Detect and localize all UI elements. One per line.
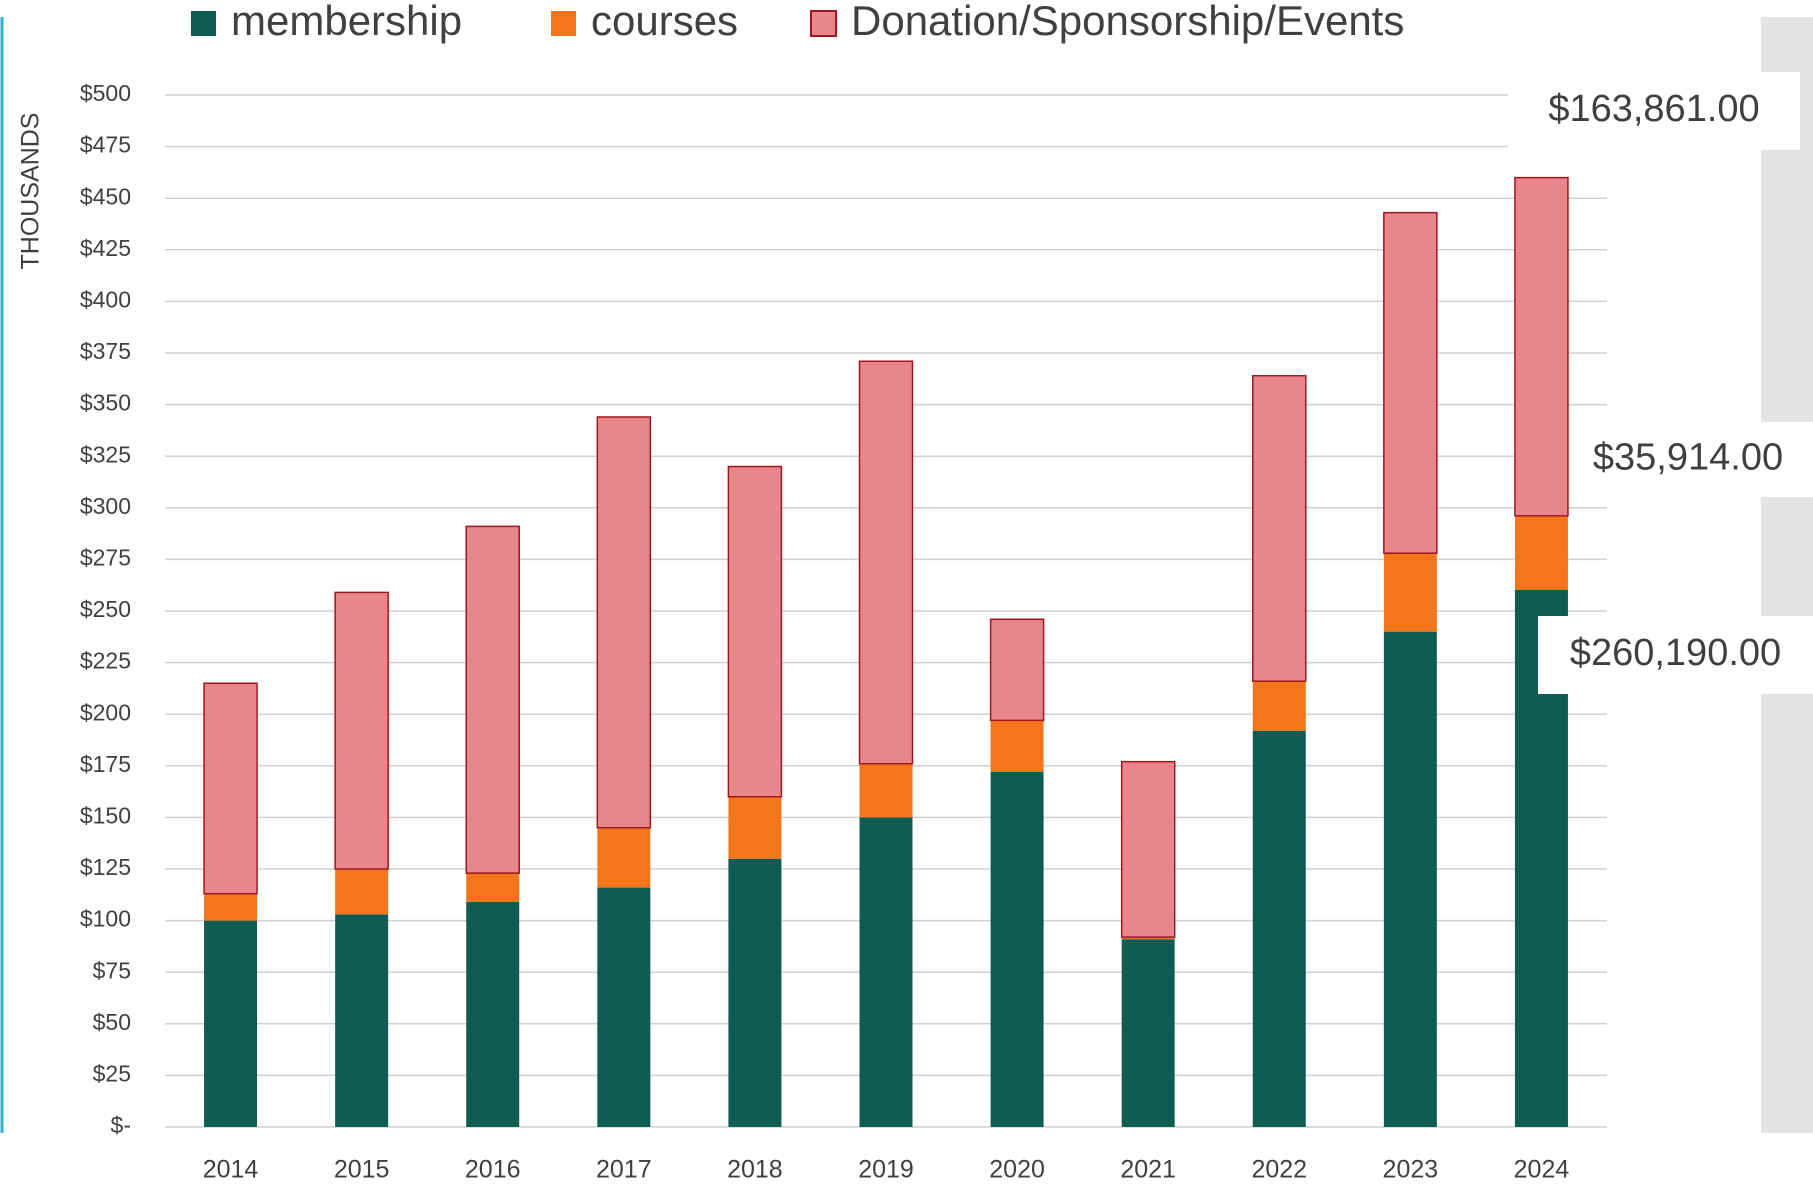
- bar-segment: [1383, 211, 1438, 554]
- data-label: $35,914.00: [1593, 437, 1783, 479]
- bar-segment: [728, 858, 782, 1127]
- legend-swatch: [810, 10, 837, 37]
- data-label: $260,190.00: [1570, 632, 1781, 674]
- y-tick-label: $475: [80, 132, 131, 158]
- bar-segment: [728, 796, 782, 859]
- y-tick-label: $175: [80, 751, 131, 777]
- bar-segment: [989, 618, 1045, 722]
- bar-segment: [204, 893, 258, 921]
- bar-segment: [990, 720, 1044, 772]
- data-label: $163,861.00: [1548, 88, 1759, 130]
- x-tick-label: 2017: [596, 1156, 652, 1184]
- y-tick-label: $225: [80, 648, 131, 674]
- y-tick-label: $100: [80, 906, 131, 932]
- bar-segment: [334, 591, 389, 870]
- bar-segment: [203, 682, 258, 895]
- x-tick-label: 2021: [1120, 1156, 1176, 1184]
- y-tick-label: $275: [80, 544, 131, 570]
- y-tick-label: $450: [80, 183, 131, 209]
- x-tick-label: 2016: [465, 1156, 521, 1184]
- y-tick-label: $500: [80, 80, 131, 106]
- bar-segment: [1120, 760, 1176, 938]
- y-tick-label: $300: [80, 493, 131, 519]
- data-label-box: [1508, 72, 1800, 150]
- bar-segment: [1383, 631, 1437, 1127]
- x-tick-label: 2014: [203, 1156, 259, 1184]
- bar-segment: [1514, 515, 1568, 590]
- bar-segment: [335, 914, 389, 1127]
- x-tick-label: 2024: [1514, 1156, 1570, 1184]
- bar-segment: [596, 416, 652, 829]
- legend-label: courses: [591, 0, 738, 44]
- bar-segment: [859, 817, 913, 1127]
- y-tick-label: $50: [93, 1009, 131, 1035]
- y-tick-label: $425: [80, 235, 131, 261]
- bar-segment: [859, 763, 913, 818]
- y-tick-label: $75: [93, 957, 131, 983]
- y-tick-label: $200: [80, 699, 131, 725]
- bar-segment: [727, 465, 783, 798]
- x-tick-label: 2022: [1251, 1156, 1307, 1184]
- data-label-box: [1538, 616, 1813, 694]
- bar-segment: [1252, 730, 1306, 1127]
- bar-segment: [1514, 176, 1569, 517]
- x-tick-label: 2018: [727, 1156, 783, 1184]
- bar-segment: [1383, 553, 1437, 632]
- y-tick-label: $150: [80, 802, 131, 828]
- bar-segment: [335, 869, 389, 915]
- x-tick-label: 2015: [334, 1156, 390, 1184]
- legend-swatch: [551, 11, 576, 36]
- bar-segment: [990, 771, 1044, 1127]
- bar-segment: [466, 902, 520, 1127]
- x-tick-label: 2019: [858, 1156, 914, 1184]
- side-panel: [1761, 17, 1813, 1133]
- y-tick-label: $125: [80, 854, 131, 880]
- bar-segment: [204, 920, 258, 1127]
- y-tick-label: $-: [111, 1112, 131, 1138]
- y-tick-label: $400: [80, 286, 131, 312]
- bar-segment: [1121, 937, 1175, 940]
- bar-segment: [1252, 374, 1307, 682]
- y-tick-label: $325: [80, 441, 131, 467]
- y-tick-label: $375: [80, 338, 131, 364]
- y-tick-label: $350: [80, 390, 131, 416]
- bar-segment: [597, 827, 651, 888]
- y-axis-label: THOUSANDS: [17, 113, 45, 270]
- bar-segment: [465, 525, 520, 874]
- legend-swatch: [191, 11, 216, 36]
- legend-label: Donation/Sponsorship/Events: [851, 0, 1404, 44]
- legend-label: membership: [231, 0, 462, 44]
- bar-segment: [466, 873, 520, 903]
- y-tick-label: $250: [80, 596, 131, 622]
- bar-segment: [1252, 681, 1306, 731]
- x-tick-label: 2020: [989, 1156, 1045, 1184]
- data-label-box: [1563, 422, 1813, 497]
- bar-segment: [597, 887, 651, 1127]
- x-tick-label: 2023: [1383, 1156, 1439, 1184]
- bar-segment: [1121, 939, 1175, 1127]
- bar-segment: [858, 360, 914, 765]
- y-tick-label: $25: [93, 1060, 131, 1086]
